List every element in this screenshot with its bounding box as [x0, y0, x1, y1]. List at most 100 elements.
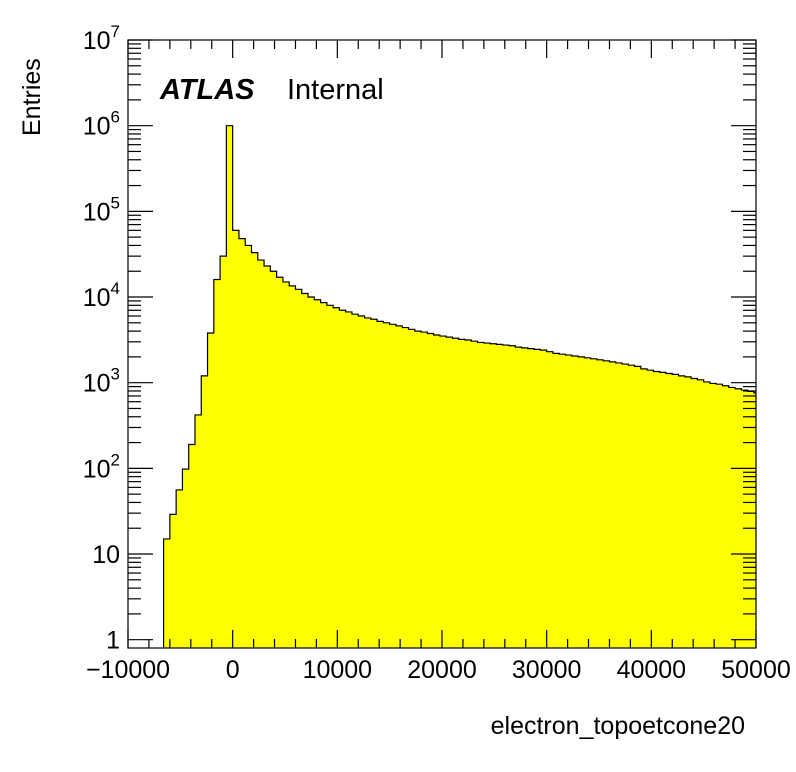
histogram-bin [552, 353, 560, 648]
histogram-bin [395, 325, 403, 648]
histogram-bin [226, 125, 234, 649]
y-tick-label: 1 [106, 627, 120, 655]
histogram-bin [615, 362, 623, 648]
histogram-bin [351, 314, 359, 648]
histogram-bin [314, 299, 321, 648]
histogram-bin [326, 305, 334, 648]
histogram-bin [364, 317, 372, 648]
histogram-bin [540, 350, 548, 648]
histogram-bin [276, 277, 284, 648]
histogram-bin [320, 302, 328, 648]
histogram-bin [295, 289, 303, 648]
x-tick-label: 50000 [721, 656, 791, 684]
x-axis-tick-labels: −10000 0 10000 20000 30000 40000 50000 [86, 656, 791, 684]
histogram-bin [358, 316, 365, 648]
histogram-bin [722, 385, 730, 648]
y-tick-label: 106 [83, 108, 120, 141]
histogram-bin [490, 343, 497, 648]
histogram-bin [753, 392, 757, 648]
histogram-bin [471, 341, 478, 648]
histogram-bin [496, 344, 504, 648]
histogram-bin [628, 365, 635, 648]
histogram-bin [213, 279, 221, 648]
histogram-bin [289, 285, 296, 648]
histogram-bin [408, 329, 416, 648]
x-tick-label: 10000 [303, 656, 373, 684]
histogram-bin [508, 345, 516, 648]
histogram-bin [534, 349, 541, 648]
histogram-outline [162, 125, 756, 648]
histogram-bin [301, 293, 309, 648]
histogram-bin [521, 347, 529, 648]
histogram-bin [251, 252, 259, 648]
histogram-bin [339, 310, 347, 648]
histogram-bin [163, 538, 171, 648]
y-tick-label: 10 [92, 541, 120, 569]
histogram-bin [333, 307, 340, 648]
histogram-bin [609, 361, 617, 648]
histogram-bin [565, 355, 573, 648]
y-axis-tick-labels: 1 10 102 103 104 105 106 107 [83, 22, 120, 655]
histogram-bin [458, 339, 466, 648]
histogram-bin [697, 379, 705, 648]
histogram-bars [163, 125, 757, 649]
histogram-bin [571, 355, 579, 648]
histogram-bin [728, 387, 736, 648]
x-axis-title: electron_topoetcone20 [491, 712, 745, 740]
x-tick-label: 0 [226, 656, 240, 684]
histogram-bin [238, 238, 246, 649]
histogram-bin [622, 364, 629, 648]
histogram-bin [176, 489, 183, 648]
histogram-bin [590, 358, 598, 648]
histogram-bin [207, 333, 215, 648]
histogram-bin [370, 319, 378, 648]
x-tick-label: 30000 [512, 656, 582, 684]
histogram-bin [308, 297, 315, 648]
histogram-bin [194, 414, 202, 648]
histogram-bin [182, 469, 190, 648]
histogram-bin [257, 260, 265, 648]
histogram-bin [465, 339, 472, 648]
histogram-bin [414, 331, 422, 648]
histogram-bin [421, 332, 428, 648]
histogram-bin [665, 373, 673, 648]
histogram-bin [559, 354, 566, 648]
histogram-bin [691, 378, 698, 648]
histogram-bin [270, 271, 278, 648]
histogram-bin [584, 357, 592, 648]
histogram-bin [747, 391, 755, 648]
histogram-bin [527, 348, 535, 648]
histogram-bin [477, 342, 485, 648]
histogram-bin [716, 384, 723, 648]
histogram-bin [684, 376, 692, 648]
histogram-bin [735, 388, 742, 648]
histogram-bin [483, 343, 491, 648]
histogram-bin [640, 368, 648, 648]
histogram-bin [502, 345, 510, 648]
histogram-bin [703, 381, 711, 648]
histogram-bin [634, 366, 642, 648]
histogram-bin [578, 356, 585, 648]
x-tick-label: −10000 [86, 656, 170, 684]
y-tick-label: 102 [83, 450, 120, 483]
histogram-bin [709, 383, 717, 648]
histogram-bin [439, 336, 447, 648]
histogram-bin [596, 359, 604, 648]
histogram-bin [220, 256, 227, 648]
y-tick-label: 105 [83, 193, 120, 226]
histogram-bin [515, 347, 522, 648]
histogram-bin [446, 337, 453, 648]
histogram-bin [282, 281, 290, 648]
histogram-bin [188, 444, 196, 648]
histogram-bin [245, 245, 252, 648]
internal-label: Internal [287, 74, 384, 106]
histogram-bin [672, 374, 679, 648]
histogram-bin [389, 324, 397, 648]
histogram-bin [264, 266, 271, 648]
histogram-bin [383, 322, 391, 648]
histogram-bin [345, 311, 353, 648]
x-axis-ticks [127, 40, 757, 648]
histogram-bin [433, 335, 441, 648]
y-axis-ticks [128, 39, 756, 641]
histogram-bin [546, 351, 554, 648]
